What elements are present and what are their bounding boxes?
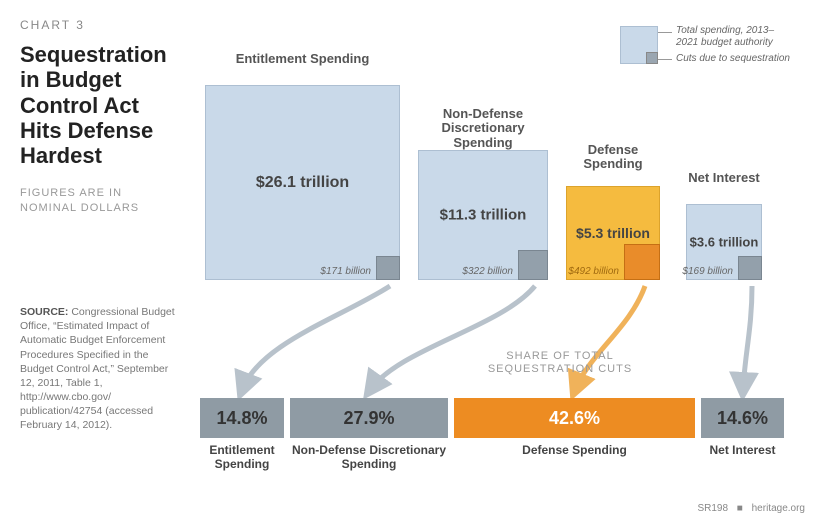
footer-code: SR198 (697, 503, 728, 514)
share-bar-nondefense: 27.9% (290, 398, 448, 438)
legend-line-icon (658, 32, 672, 33)
chart-number: CHART 3 (20, 18, 180, 32)
total-value-defense: $5.3 trillion (567, 225, 659, 241)
cut-value-defense: $492 billion (568, 266, 619, 277)
legend-total-label: Total spending, 2013–2021 budget authori… (676, 25, 796, 49)
share-label-defense: Defense Spending (454, 444, 695, 458)
legend-total-square (620, 26, 658, 64)
source-text: Congressional Budget Office, “Estimated … (20, 306, 175, 431)
share-bar-defense: 42.6% (454, 398, 695, 438)
cut-square-entitlement (376, 256, 400, 280)
total-square-entitlement: Entitlement Spending$26.1 trillion$171 b… (205, 85, 400, 280)
share-label-entitlement: Entitlement Spending (200, 444, 284, 472)
footer: SR198 ■ heritage.org (697, 503, 805, 514)
category-label-entitlement: Entitlement Spending (206, 52, 399, 66)
category-label-netinterest: Net Interest (687, 171, 761, 185)
cut-square-defense (624, 244, 660, 280)
total-square-defense: Defense Spending$5.3 trillion$492 billio… (566, 186, 660, 280)
total-value-nondefense: $11.3 trillion (419, 207, 547, 224)
share-bar-entitlement: 14.8% (200, 398, 284, 438)
share-label-netinterest: Net Interest (701, 444, 784, 458)
total-square-netinterest: Net Interest$3.6 trillion$169 billion (686, 204, 762, 280)
share-bar-netinterest: 14.6% (701, 398, 784, 438)
total-square-nondefense: Non-Defense Discretionary Spending$11.3 … (418, 150, 548, 280)
legend-line-icon (658, 59, 672, 60)
cut-value-netinterest: $169 billion (682, 266, 733, 277)
cut-square-netinterest (738, 256, 762, 280)
total-value-entitlement: $26.1 trillion (206, 174, 399, 192)
category-label-nondefense: Non-Defense Discretionary Spending (419, 107, 547, 150)
chart-area: Total spending, 2013–2021 budget authori… (200, 18, 810, 488)
source-label: SOURCE: (20, 306, 68, 318)
cut-value-nondefense: $322 billion (462, 266, 513, 277)
legend-cut-square (646, 52, 658, 64)
footer-sep-icon: ■ (737, 503, 743, 514)
legend-cuts-label: Cuts due to sequestration (676, 53, 796, 65)
chart-title: Sequestration in Budget Control Act Hits… (20, 42, 180, 168)
cut-square-nondefense (518, 250, 548, 280)
share-heading: SHARE OF TOTAL SEQUESTRATION CUTS (460, 350, 660, 376)
total-value-netinterest: $3.6 trillion (687, 235, 761, 250)
figures-note: FIGURES ARE IN NOMINAL DOLLARS (20, 186, 180, 215)
source-block: SOURCE: Congressional Budget Office, “Es… (20, 305, 180, 433)
footer-site: heritage.org (752, 503, 805, 514)
share-label-nondefense: Non-Defense Discretionary Spending (290, 444, 448, 472)
cut-value-entitlement: $171 billion (320, 266, 371, 277)
category-label-defense: Defense Spending (567, 143, 659, 172)
